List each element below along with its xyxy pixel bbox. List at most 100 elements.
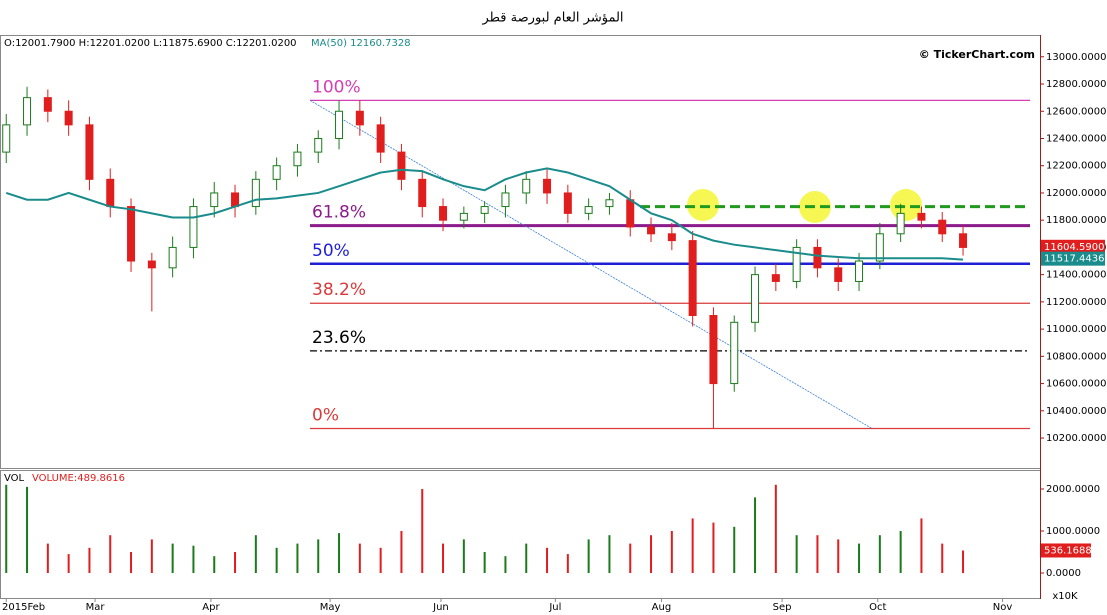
candle-body [584,206,593,214]
volume-bar [88,547,91,574]
volume-title: VOL [4,473,25,484]
volume-bar [317,539,320,574]
candle-body [43,97,52,112]
candle-body [813,246,822,269]
x-tick-label: Apr [202,602,220,613]
fib-label: 38.2% [312,280,366,300]
volume-bar [213,556,216,574]
candle-body [896,212,905,235]
volume-box-label: 536.1688 [1044,545,1092,556]
candle-body [480,206,489,214]
y-tick-label: 10400.0000 [1046,406,1106,417]
y-tick-label: 11200.0000 [1046,297,1106,308]
volume-unit: x10K [1052,591,1078,602]
x-tick-label: May [320,602,341,613]
candle-body [418,178,427,208]
candle-body [563,192,572,214]
volume-bar [525,543,528,574]
volume-bar [650,535,653,574]
price-box-label: 11517.4436 [1044,254,1104,265]
price-box [1041,239,1105,254]
candle-body [314,137,323,153]
volume-bar [254,535,257,574]
candle-body [771,274,780,282]
volume-bar [837,539,840,574]
volume-bar [795,535,798,574]
volume-bar [462,539,465,574]
volume-box [1041,543,1091,558]
chart-title: المؤشر العام لبورصة قطر [481,11,623,26]
volume-bar [816,535,819,574]
candle-body [709,314,718,385]
candle-body [605,199,614,208]
fib-label: 50% [312,241,350,261]
candle-body [792,246,801,282]
candle-body [2,124,11,153]
candle-body [293,151,302,167]
y-tick-label: 10600.0000 [1046,379,1106,390]
volume-bar [920,518,923,574]
candle-body [751,274,760,323]
volume-bar [275,547,278,574]
candle-body [667,233,676,242]
x-tick-label: 2015Feb [2,602,45,613]
volume-bar [234,552,237,574]
y-tick-label: 12200.0000 [1046,161,1106,172]
candle-body [647,226,656,235]
ohlc-header: O:12001.7900 H:12201.0200 L:11875.6900 C… [4,38,297,49]
volume-bar [442,543,445,574]
candle-body [85,124,94,180]
volume-bar [109,535,112,574]
candle-body [522,178,531,194]
volume-bar [421,488,424,574]
volume-bar [733,526,736,574]
y-tick-label: 1000.0000 [1046,526,1100,537]
candle-body [626,199,635,228]
y-tick-label: 11000.0000 [1046,324,1106,335]
y-tick-label: 0.0000 [1046,568,1081,579]
y-tick-label: 12000.0000 [1046,188,1106,199]
volume-bar [899,530,902,574]
x-tick-label: Aug [652,602,672,613]
volume-bar [46,543,49,574]
price-box-label: 11604.5900 [1044,242,1104,253]
volume-bar [26,486,29,574]
candle-body [189,206,198,248]
volume-bar [338,533,341,574]
candle-body [231,192,240,208]
candle-body [543,178,552,194]
fib-label: 61.8% [312,203,366,223]
candle-body [917,212,926,221]
candle-body [501,192,510,208]
y-tick-label: 12800.0000 [1046,79,1106,90]
volume-bar [878,535,881,574]
volume-bar [192,545,195,574]
candle-body [106,178,115,208]
x-tick-label: Mar [86,602,106,613]
candle-body [272,165,281,180]
y-tick-label: 2000.0000 [1046,484,1100,495]
volume-bar [774,484,777,574]
candle-body [251,178,260,208]
highlight [687,189,719,221]
y-tick-label: 11800.0000 [1046,215,1106,226]
fib-label: 100% [312,77,361,97]
x-tick-label: Jun [432,602,449,613]
volume-bar [400,530,403,574]
y-tick-label: 10200.0000 [1046,433,1106,444]
volume-bar [941,543,944,574]
candle-body [147,260,156,269]
price-box [1041,251,1105,266]
volume-bar [566,554,569,574]
candle-body [688,240,697,316]
candle-body [210,192,219,208]
volume-bar [587,539,590,574]
volume-bar [296,543,299,574]
volume-bar [130,552,133,574]
candle-body [459,212,468,221]
y-tick-label: 11400.0000 [1046,270,1106,281]
volume-bar [150,539,153,574]
volume-bar [608,535,611,574]
